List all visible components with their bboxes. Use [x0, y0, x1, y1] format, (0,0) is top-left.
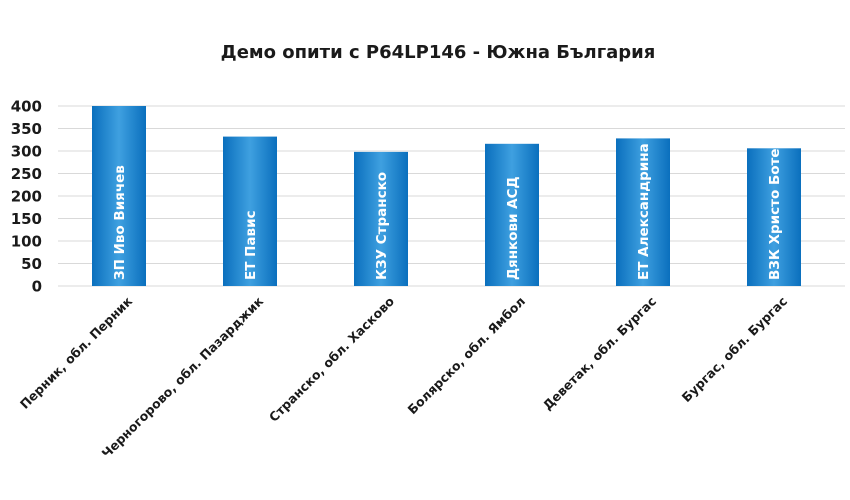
- x-tick-label: Странско, обл. Хасково: [266, 293, 398, 425]
- bar-label: ЗП Иво Виячев: [112, 165, 128, 280]
- y-tick-label: 0: [32, 278, 42, 296]
- bar-label: КЗУ Странско: [374, 172, 390, 280]
- y-tick-label: 400: [11, 98, 42, 116]
- bar: [354, 151, 408, 286]
- y-tick-label: 300: [11, 143, 42, 161]
- y-axis: 0 50 100 150 200 250 300 350 400: [11, 98, 42, 296]
- bar-label: ЕТ Павис: [243, 210, 259, 280]
- y-tick-label: 200: [11, 188, 42, 206]
- x-tick-label: Перник, обл. Перник: [17, 293, 136, 412]
- bar: [485, 143, 539, 286]
- bars: ЗП Иво Виячев ЕТ Павис КЗУ Странско Дянкови…: [92, 106, 801, 286]
- chart-title: Демо опити с P64LP146 - Южна България: [221, 42, 656, 63]
- y-tick-label: 150: [11, 210, 42, 228]
- bar: [747, 148, 801, 286]
- x-tick-label: Болярско, обл. Ямбол: [405, 294, 529, 418]
- bar: [92, 106, 146, 286]
- gridlines: [58, 105, 845, 287]
- x-tick-label: Деветак, обл. Бургас: [540, 294, 659, 413]
- bar-label: ЕТ Александрина: [636, 143, 652, 280]
- x-tick-label: Черногорово, обл. Пазарджик: [99, 293, 267, 461]
- y-tick-label: 50: [21, 255, 42, 273]
- y-tick-label: 350: [11, 120, 42, 138]
- y-tick-label: 250: [11, 165, 42, 183]
- bar-label: Дянкови АСД: [505, 176, 521, 280]
- bar: [616, 138, 670, 286]
- x-tick-label: Бургас, обл. Бургас: [679, 294, 790, 405]
- y-tick-label: 100: [11, 233, 42, 251]
- bar: [223, 136, 277, 286]
- bar-label: ВЗК Христо Ботев: [767, 140, 783, 280]
